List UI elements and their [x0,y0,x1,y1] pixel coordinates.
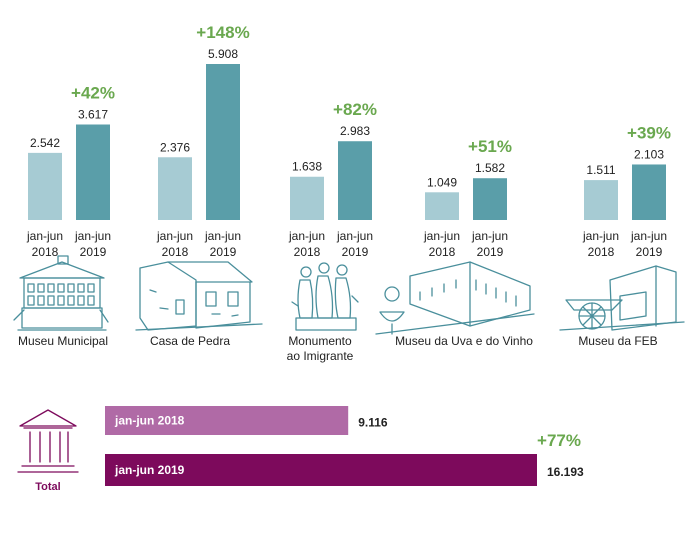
bar-2019 [632,164,666,220]
museum-group: 1.638 jan-jun 2018 2.983 jan-jun 2019 +82% [288,100,377,259]
value-label: 3.617 [78,107,108,121]
museum-group: 2.542 jan-jun 2018 3.617 jan-jun 2019 +42% [26,83,115,259]
bar-2018 [290,176,324,220]
change-label: +82% [333,100,377,119]
museum-name: Museu Municipal [18,334,108,348]
bar-2018 [584,180,618,220]
tick-label: 2019 [636,245,663,259]
value-label: 2.542 [30,136,60,150]
bar-2019 [206,64,240,220]
museum-illustrations [13,255,685,335]
bar-2018 [28,152,62,220]
museum-group: 2.376 jan-jun 2018 5.908 jan-jun 2019 +148% [156,23,250,259]
tick-label: 2018 [32,245,59,259]
museum-group: 1.049 jan-jun 2018 1.582 jan-jun 2019 +51% [423,137,512,259]
total-value-label: 16.193 [547,465,584,479]
change-label: +51% [468,137,512,156]
museum-building-illustration [13,255,109,331]
tick-label: 2019 [210,245,237,259]
bar-2018 [425,192,459,220]
museum-name: ao Imigrante [287,349,354,363]
bar-2019 [473,178,507,220]
tick-label: 2019 [342,245,369,259]
tick-label: 2018 [429,245,456,259]
tick-label: jan-jun [582,229,619,243]
museum-group: 1.511 jan-jun 2018 2.103 jan-jun 2019 +39% [582,123,671,259]
total-title: Total [35,481,60,493]
tick-label: 2018 [294,245,321,259]
feb-museum-illustration [559,265,685,331]
total-change-label: +77% [537,431,581,450]
tick-label: jan-jun [336,229,373,243]
value-label: 1.049 [427,175,457,189]
tick-label: jan-jun [74,229,111,243]
bar-2019 [338,141,372,220]
immigrant-statue-illustration [291,262,359,331]
change-label: +148% [196,23,249,42]
museum-name: Museu da FEB [578,334,657,348]
total-bars: jan-jun 2018 9.116 jan-jun 2019 16.193 +77% [105,406,584,486]
museum-bars: 2.542 jan-jun 2018 3.617 jan-jun 2019 +42% 2.37… [26,23,671,259]
tick-label: jan-jun [423,229,460,243]
tick-label: jan-jun [156,229,193,243]
tick-label: jan-jun [471,229,508,243]
museum-name: Museu da Uva e do Vinho [395,334,533,348]
bar-2019 [76,124,110,220]
museum-name: Casa de Pedra [150,334,230,348]
total-bar-2019 [105,454,537,486]
tick-label: jan-jun [288,229,325,243]
wine-museum-illustration [375,261,535,335]
museum-columns-icon [17,409,79,473]
tick-label: jan-jun [630,229,667,243]
museum-labels: Museu Municipal Casa de Pedra Monumentoao … [18,334,658,363]
total-bar-label: jan-jun 2018 [114,414,185,428]
change-label: +39% [627,123,671,142]
tick-label: 2019 [80,245,107,259]
museum-name: Monumento [288,334,352,348]
tick-label: jan-jun [26,229,63,243]
total-value-label: 9.116 [358,416,388,430]
tick-label: 2018 [162,245,189,259]
value-label: 1.638 [292,160,322,174]
tick-label: 2019 [477,245,504,259]
bar-2018 [158,157,192,220]
value-label: 2.103 [634,147,664,161]
value-label: 1.511 [586,163,615,177]
value-label: 1.582 [475,161,505,175]
value-label: 2.983 [340,124,370,138]
value-label: 5.908 [208,47,238,61]
total-bar-label: jan-jun 2019 [114,463,185,477]
total-bar-2018 [105,406,349,435]
change-label: +42% [71,83,115,102]
tick-label: jan-jun [204,229,241,243]
value-label: 2.376 [160,140,190,154]
stone-house-illustration [135,261,263,331]
tick-label: 2018 [588,245,615,259]
